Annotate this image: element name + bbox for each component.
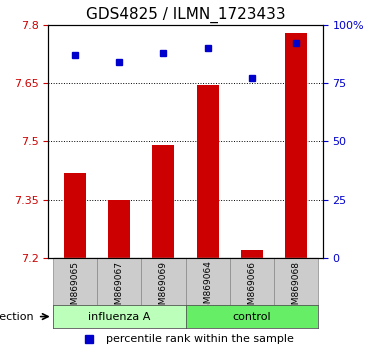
- Text: GSM869069: GSM869069: [159, 261, 168, 315]
- FancyBboxPatch shape: [186, 258, 230, 305]
- Text: GSM869065: GSM869065: [70, 261, 79, 315]
- FancyBboxPatch shape: [141, 258, 186, 305]
- Text: GSM869067: GSM869067: [115, 261, 124, 315]
- Text: GSM869066: GSM869066: [247, 261, 256, 315]
- Bar: [64, 173, 86, 258]
- Text: control: control: [233, 312, 271, 321]
- Bar: [152, 145, 174, 258]
- Bar: [285, 33, 307, 258]
- Text: GSM869064: GSM869064: [203, 261, 212, 315]
- Text: percentile rank within the sample: percentile rank within the sample: [106, 333, 294, 343]
- Title: GDS4825 / ILMN_1723433: GDS4825 / ILMN_1723433: [86, 7, 285, 23]
- FancyBboxPatch shape: [53, 258, 97, 305]
- FancyBboxPatch shape: [97, 258, 141, 305]
- Text: transformed count: transformed count: [106, 310, 210, 320]
- Bar: [197, 85, 219, 258]
- FancyBboxPatch shape: [230, 258, 274, 305]
- Bar: [108, 200, 130, 258]
- Text: infection: infection: [0, 312, 34, 321]
- Bar: [241, 250, 263, 258]
- Text: influenza A: influenza A: [88, 312, 150, 321]
- Text: GSM869068: GSM869068: [292, 261, 301, 315]
- FancyBboxPatch shape: [274, 258, 318, 305]
